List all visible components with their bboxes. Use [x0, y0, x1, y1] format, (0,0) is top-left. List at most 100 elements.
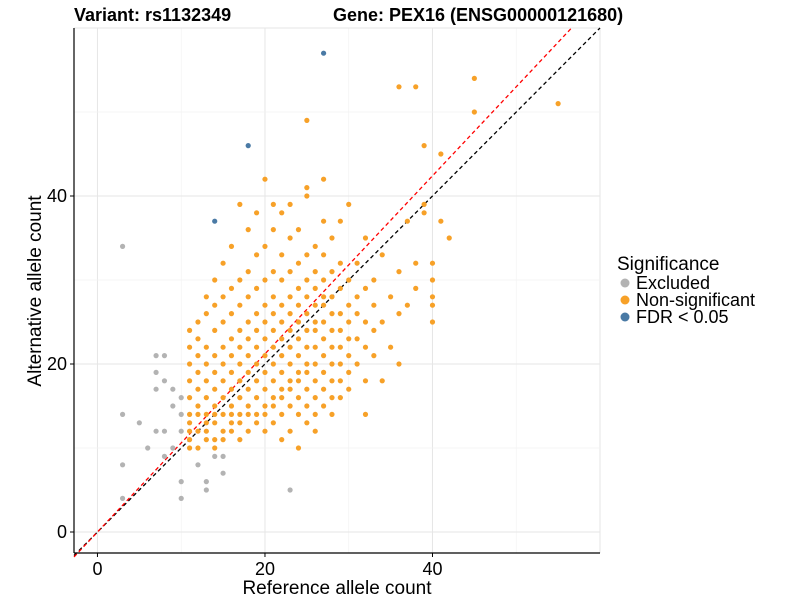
- data-point-non-significant: [295, 285, 302, 291]
- data-point-non-significant: [237, 201, 243, 207]
- data-point-non-significant: [295, 353, 302, 359]
- data-point-non-significant: [279, 252, 285, 258]
- data-point-non-significant: [270, 344, 276, 350]
- data-point-non-significant: [262, 319, 268, 325]
- data-point-excluded: [178, 479, 184, 485]
- data-point-non-significant: [362, 319, 369, 325]
- y-axis-title: Alternative allele count: [25, 195, 46, 387]
- legend: Significance Excluded Non-significant FD…: [617, 254, 755, 327]
- data-point-non-significant: [262, 336, 268, 342]
- data-point-non-significant: [245, 411, 251, 417]
- data-point-non-significant: [471, 109, 477, 115]
- data-point-non-significant: [186, 445, 193, 451]
- data-point-non-significant: [396, 84, 402, 90]
- data-point-non-significant: [270, 269, 276, 275]
- data-point-non-significant: [212, 302, 218, 308]
- data-point-non-significant: [228, 285, 235, 291]
- data-point-non-significant: [396, 269, 402, 275]
- data-point-non-significant: [195, 403, 201, 409]
- data-point-non-significant: [245, 353, 251, 359]
- data-point-non-significant: [446, 235, 452, 241]
- data-point-excluded: [170, 386, 176, 392]
- data-point-non-significant: [270, 395, 276, 401]
- data-point-non-significant: [295, 445, 302, 451]
- data-point-non-significant: [320, 336, 327, 342]
- data-point-excluded: [195, 462, 201, 468]
- x-axis-title: Reference allele count: [242, 578, 432, 599]
- data-point-non-significant: [279, 210, 285, 216]
- data-point-non-significant: [186, 420, 193, 426]
- data-point-non-significant: [354, 294, 360, 300]
- data-point-non-significant: [186, 327, 193, 333]
- data-point-excluded: [203, 487, 209, 493]
- data-point-non-significant: [270, 311, 276, 317]
- data-point-non-significant: [354, 311, 360, 317]
- data-point-non-significant: [329, 311, 335, 317]
- reference-lines: [73, 27, 601, 558]
- data-point-non-significant: [186, 395, 193, 401]
- data-point-non-significant: [220, 260, 226, 266]
- data-point-non-significant: [320, 369, 327, 375]
- data-point-excluded: [153, 386, 159, 392]
- data-point-non-significant: [287, 201, 293, 207]
- data-point-non-significant: [421, 143, 427, 149]
- data-point-non-significant: [295, 378, 302, 384]
- fit-line: [73, 27, 573, 558]
- data-point-non-significant: [186, 411, 193, 417]
- data-point-non-significant: [195, 411, 201, 417]
- data-point-non-significant: [337, 344, 343, 350]
- data-point-non-significant: [312, 428, 318, 434]
- data-point-excluded: [161, 453, 168, 459]
- data-point-non-significant: [228, 420, 235, 426]
- data-point-non-significant: [320, 176, 327, 182]
- data-point-non-significant: [203, 361, 209, 367]
- data-point-non-significant: [203, 411, 209, 417]
- data-point-non-significant: [203, 420, 209, 426]
- data-point-excluded: [153, 353, 159, 359]
- data-point-non-significant: [312, 378, 318, 384]
- data-point-non-significant: [362, 378, 369, 384]
- y-tick-label: 40: [47, 186, 67, 206]
- data-point-non-significant: [312, 302, 318, 308]
- data-point-non-significant: [228, 336, 235, 342]
- data-point-non-significant: [429, 319, 436, 325]
- data-point-non-significant: [413, 260, 419, 266]
- data-point-non-significant: [270, 420, 276, 426]
- data-point-excluded: [170, 445, 176, 451]
- data-point-non-significant: [212, 420, 218, 426]
- data-point-non-significant: [379, 252, 385, 258]
- data-point-non-significant: [262, 277, 268, 283]
- data-point-non-significant: [287, 327, 293, 333]
- data-point-non-significant: [203, 428, 209, 434]
- data-point-non-significant: [346, 319, 352, 325]
- data-point-non-significant: [212, 411, 218, 417]
- data-point-non-significant: [438, 151, 444, 157]
- data-point-non-significant: [304, 344, 310, 350]
- data-point-excluded: [170, 403, 176, 409]
- data-point-non-significant: [245, 386, 251, 392]
- data-point-excluded: [161, 378, 168, 384]
- data-point-non-significant: [346, 369, 352, 375]
- data-point-non-significant: [371, 327, 377, 333]
- data-point-non-significant: [295, 227, 302, 233]
- data-point-non-significant: [362, 285, 369, 291]
- data-point-non-significant: [337, 361, 343, 367]
- data-point-non-significant: [438, 218, 444, 224]
- data-point-non-significant: [212, 277, 218, 283]
- data-point-excluded: [287, 487, 293, 493]
- data-point-non-significant: [329, 235, 335, 241]
- data-point-non-significant: [279, 369, 285, 375]
- data-point-non-significant: [362, 344, 369, 350]
- data-point-non-significant: [471, 75, 477, 81]
- data-point-non-significant: [429, 302, 436, 308]
- data-point-excluded: [153, 369, 159, 375]
- data-point-non-significant: [195, 369, 201, 375]
- data-point-non-significant: [186, 428, 193, 434]
- data-point-non-significant: [279, 386, 285, 392]
- data-point-non-significant: [228, 428, 235, 434]
- data-point-non-significant: [262, 176, 268, 182]
- data-point-non-significant: [245, 227, 251, 233]
- data-point-non-significant: [228, 386, 235, 392]
- data-point-non-significant: [295, 336, 302, 342]
- data-point-non-significant: [220, 411, 226, 417]
